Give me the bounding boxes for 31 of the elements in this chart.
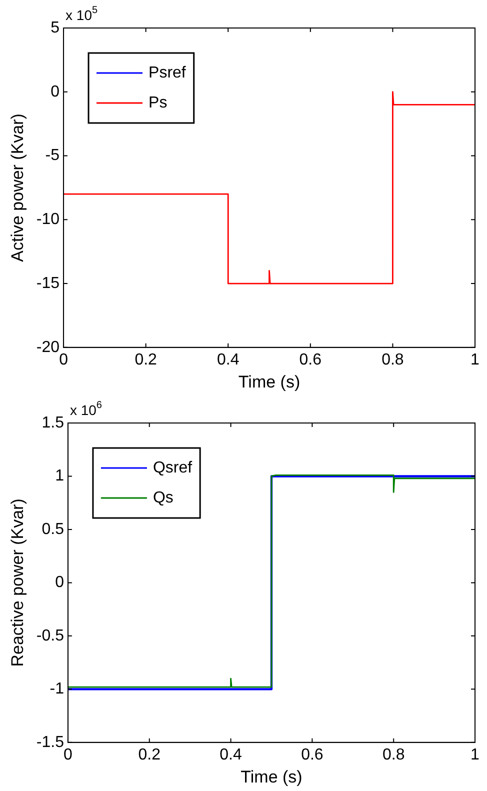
y-tick-label: -1 <box>50 680 64 698</box>
x-axis-title: Time (s) <box>238 372 300 392</box>
x-tick-label: 0.2 <box>134 351 158 368</box>
x-tick-label: 0.4 <box>216 351 240 368</box>
y-tick-label: 0.5 <box>42 520 64 538</box>
x-tick-label: 0.8 <box>382 351 404 368</box>
x-tick-label: 0.6 <box>301 746 324 764</box>
y-tick-label: 1.5 <box>42 414 64 432</box>
legend-label: Qs <box>152 489 174 506</box>
y-tick-label: -5 <box>45 147 60 164</box>
y-tick-label: 0 <box>55 574 64 592</box>
y-tick-label: -20 <box>36 338 60 356</box>
x-tick-label: 0.4 <box>220 746 242 764</box>
y-tick-label: -0.5 <box>36 627 64 644</box>
y-tick-label: -15 <box>36 274 60 292</box>
x-tick-label: 1 <box>470 351 480 368</box>
y-axis-title: Reactive power (Kvar) <box>8 498 27 667</box>
legend-label: Psref <box>148 64 186 82</box>
y-tick-label: 5 <box>50 19 60 36</box>
y-tick-label: -1.5 <box>36 734 64 751</box>
y-tick-label: -10 <box>36 211 60 228</box>
x-tick-label: 0.6 <box>299 351 322 368</box>
legend-label: Ps <box>148 94 168 112</box>
x-tick-label: 1 <box>470 746 480 764</box>
x-tick-label: 0.2 <box>138 746 161 764</box>
y-axis-title: Active power (Kvar) <box>8 114 27 262</box>
y-tick-label: 1 <box>55 468 64 485</box>
y-tick-label: 0 <box>50 83 60 100</box>
legend-label: Qsref <box>152 459 193 476</box>
x-axis-title: Time (s) <box>240 767 302 786</box>
x-tick-label: 0.8 <box>382 746 405 764</box>
